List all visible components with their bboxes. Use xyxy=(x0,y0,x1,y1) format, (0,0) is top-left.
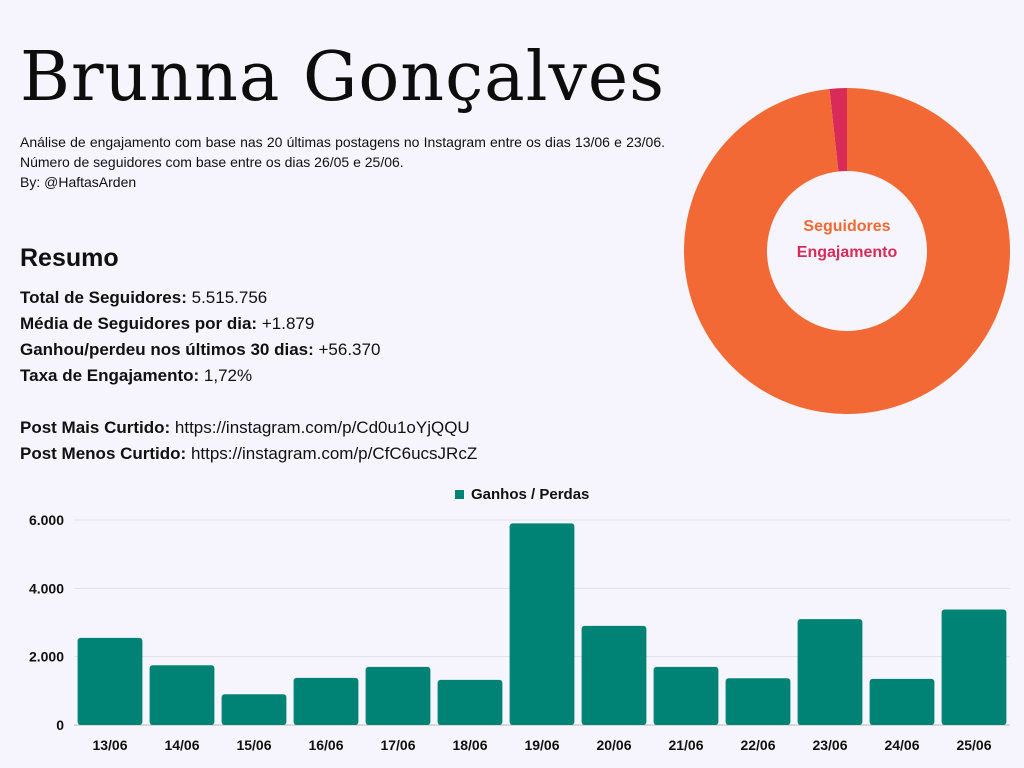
engagement-rate-row: Taxa de Engajamento: 1,72% xyxy=(20,363,477,389)
least-liked-row: Post Menos Curtido: https://instagram.co… xyxy=(20,441,477,467)
x-tick-label: 15/06 xyxy=(236,737,271,753)
summary-heading: Resumo xyxy=(20,244,119,272)
description: Análise de engajamento com base nas 20 ú… xyxy=(20,132,665,192)
x-tick-label: 13/06 xyxy=(92,737,127,753)
donut-legend-engajamento: Engajamento xyxy=(797,244,898,261)
total-followers-value: 5.515.756 xyxy=(191,288,268,307)
summary-stats: Total de Seguidores: 5.515.756 Média de … xyxy=(20,285,477,467)
bar xyxy=(437,679,503,725)
bar xyxy=(149,665,215,725)
x-tick-label: 16/06 xyxy=(308,737,343,753)
donut-slice-engajamento xyxy=(829,88,847,172)
gained-30-days-row: Ganhou/perdeu nos últimos 30 dias: +56.3… xyxy=(20,337,477,363)
least-liked-label: Post Menos Curtido: xyxy=(20,444,187,463)
bar xyxy=(869,678,935,725)
y-tick-label: 4.000 xyxy=(29,580,64,596)
total-followers-row: Total de Seguidores: 5.515.756 xyxy=(20,285,477,311)
bar xyxy=(509,523,575,725)
x-tick-label: 23/06 xyxy=(812,737,847,753)
x-tick-label: 22/06 xyxy=(740,737,775,753)
x-tick-label: 24/06 xyxy=(884,737,919,753)
avg-per-day-value: +1.879 xyxy=(261,314,315,333)
bar xyxy=(941,609,1007,725)
x-tick-label: 20/06 xyxy=(596,737,631,753)
donut-legend-seguidores: Seguidores xyxy=(803,218,890,235)
bar xyxy=(77,637,143,725)
bar xyxy=(221,694,287,725)
y-tick-label: 6.000 xyxy=(29,512,64,528)
y-tick-label: 0 xyxy=(56,717,64,733)
x-tick-label: 18/06 xyxy=(452,737,487,753)
most-liked-row: Post Mais Curtido: https://instagram.com… xyxy=(20,415,477,441)
bar xyxy=(293,677,359,725)
x-tick-label: 19/06 xyxy=(524,737,559,753)
legend-label: Ganhos / Perdas xyxy=(471,486,589,503)
gained-30-days-label: Ganhou/perdeu nos últimos 30 dias: xyxy=(20,340,314,359)
most-liked-label: Post Mais Curtido: xyxy=(20,418,171,437)
bar-chart: Ganhos / Perdas 0 2.000 4.000 6.000 13/06 14/0… xyxy=(29,486,1010,753)
avg-per-day-row: Média de Seguidores por dia: +1.879 xyxy=(20,311,477,337)
x-tick-label: 14/06 xyxy=(164,737,199,753)
x-tick-label: 25/06 xyxy=(956,737,991,753)
author-credit: By: @HaftasArden xyxy=(20,174,137,190)
x-tick-label: 17/06 xyxy=(380,737,415,753)
page-title: Brunna Gonçalves xyxy=(20,38,665,117)
legend-swatch xyxy=(455,490,464,499)
engagement-rate-value: 1,72% xyxy=(203,366,253,385)
y-tick-label: 2.000 xyxy=(29,649,64,665)
gained-30-days-value: +56.370 xyxy=(318,340,381,359)
donut-chart: Seguidores Engajamento xyxy=(684,88,1010,414)
bar xyxy=(365,666,431,725)
total-followers-label: Total de Seguidores: xyxy=(20,288,187,307)
least-liked-link[interactable]: https://instagram.com/p/CfC6ucsJRcZ xyxy=(190,444,478,463)
description-text: Análise de engajamento com base nas 20 ú… xyxy=(20,134,665,170)
avg-per-day-label: Média de Seguidores por dia: xyxy=(20,314,258,333)
bar xyxy=(797,619,863,725)
bar xyxy=(725,678,791,725)
x-tick-label: 21/06 xyxy=(668,737,703,753)
donut-slice-seguidores xyxy=(684,88,1010,414)
bar xyxy=(653,666,719,725)
bar xyxy=(581,625,647,725)
engagement-rate-label: Taxa de Engajamento: xyxy=(20,366,200,385)
most-liked-link[interactable]: https://instagram.com/p/Cd0u1oYjQQU xyxy=(174,418,470,437)
